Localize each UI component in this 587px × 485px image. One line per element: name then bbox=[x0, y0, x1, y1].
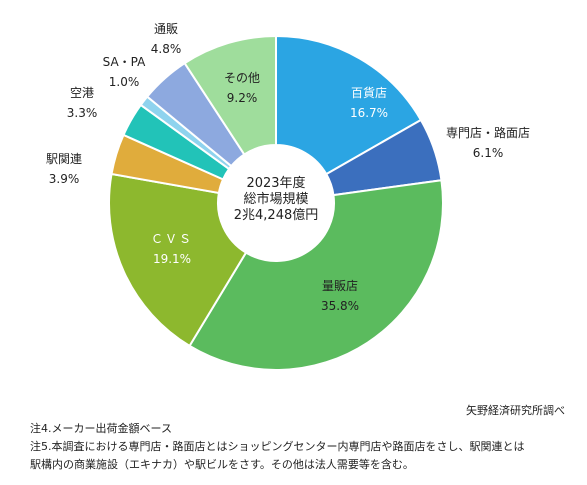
slice-label-7: 通販 bbox=[154, 22, 178, 36]
center-label: 2023年度 総市場規模 2兆4,248億円 bbox=[234, 175, 319, 223]
donut-hole bbox=[218, 145, 334, 261]
slice-value-3: 19.1% bbox=[153, 252, 191, 266]
notes: 注4.メーカー出荷金額ベース 注5.本調査における専門店・路面店とはショッピング… bbox=[30, 420, 575, 474]
slice-value-4: 3.9% bbox=[49, 172, 80, 186]
slice-label-4: 駅関連 bbox=[46, 152, 82, 166]
donut-slices bbox=[108, 34, 444, 371]
center-text-total: 2兆4,248億円 bbox=[234, 207, 319, 223]
slice-label-1: 専門店・路面店 bbox=[446, 125, 530, 140]
slice-labels: 百貨店 16.7% 専門店・路面店 6.1% 量販店 35.8% ＣＶＳ 19.1% 駅関連 3.… bbox=[46, 22, 530, 313]
slice-value-2: 35.8% bbox=[321, 299, 359, 313]
slice-value-8: 9.2% bbox=[227, 91, 258, 105]
slice-value-0: 16.7% bbox=[350, 106, 388, 120]
slice-label-8: その他 bbox=[224, 71, 260, 85]
slice-value-6: 1.0% bbox=[109, 75, 140, 89]
center-text-title: 総市場規模 bbox=[243, 191, 308, 207]
note-5-line-1: 注5.本調査における専門店・路面店とはショッピングセンター内専門店や路面店をさし… bbox=[30, 440, 525, 453]
slice-value-1: 6.1% bbox=[473, 146, 504, 160]
slice-3 bbox=[108, 172, 248, 348]
slice-value-5: 3.3% bbox=[67, 106, 98, 120]
slice-label-6: SA・PA bbox=[103, 55, 147, 69]
slice-label-0: 百貨店 bbox=[351, 85, 387, 100]
source-credit: 矢野経済研究所調べ bbox=[466, 404, 565, 417]
slice-label-3: ＣＶＳ bbox=[151, 232, 193, 246]
slice-label-5: 空港 bbox=[70, 86, 94, 100]
donut-chart: 百貨店 16.7% 専門店・路面店 6.1% 量販店 35.8% ＣＶＳ 19.1% 駅関連 3.… bbox=[46, 22, 530, 371]
center-text-year: 2023年度 bbox=[246, 175, 305, 191]
note-5-line-2: 駅構内の商業施設（エキナカ）や駅ビルをさす。その他は法人需要等を含む。 bbox=[30, 458, 414, 471]
slice-value-7: 4.8% bbox=[151, 42, 182, 56]
note-4: 注4.メーカー出荷金額ベース bbox=[30, 422, 172, 435]
slice-label-2: 量販店 bbox=[322, 279, 358, 293]
